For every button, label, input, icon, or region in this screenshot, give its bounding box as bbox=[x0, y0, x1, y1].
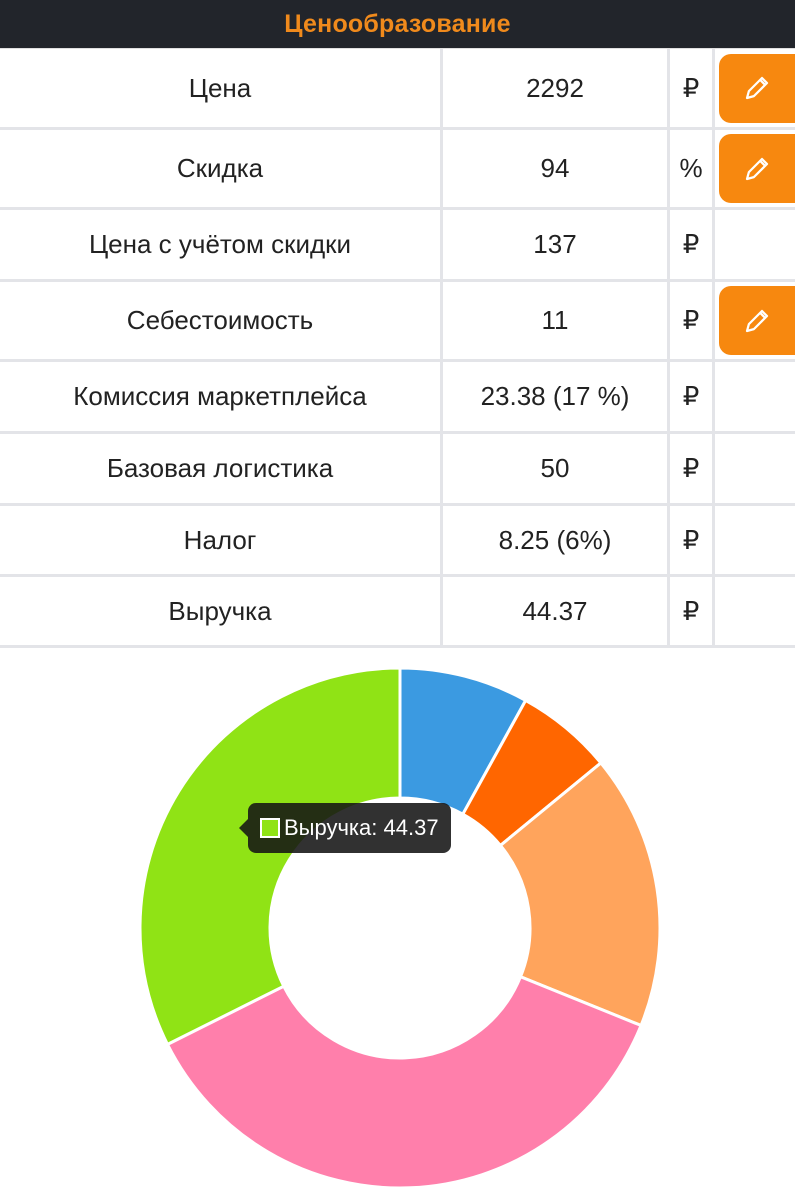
row-unit: ₽ bbox=[670, 362, 715, 431]
pencil-icon bbox=[745, 76, 769, 100]
row-unit: ₽ bbox=[670, 210, 715, 279]
edit-cell bbox=[715, 362, 795, 431]
edit-cell bbox=[715, 49, 795, 127]
edit-cell bbox=[715, 506, 795, 574]
row-value: 50 bbox=[443, 434, 670, 503]
tooltip-text: Выручка: 44.37 bbox=[284, 815, 439, 840]
page-header: Ценообразование bbox=[0, 0, 795, 48]
row-label: Базовая логистика bbox=[0, 434, 443, 503]
table-row: Скидка 94 % bbox=[0, 130, 795, 210]
pricing-table: Цена 2292 ₽ Скидка 94 % Цена с учётом ск… bbox=[0, 48, 795, 648]
row-label: Цена с учётом скидки bbox=[0, 210, 443, 279]
table-row: Цена с учётом скидки 137 ₽ bbox=[0, 210, 795, 282]
row-unit: ₽ bbox=[670, 577, 715, 645]
donut-slice[interactable] bbox=[138, 666, 402, 1047]
table-row: Базовая логистика 50 ₽ bbox=[0, 434, 795, 506]
edit-discount-button[interactable] bbox=[719, 134, 795, 203]
row-value: 23.38 (17 %) bbox=[443, 362, 670, 431]
chart-tooltip: Выручка: 44.37 bbox=[239, 803, 451, 853]
row-value: 44.37 bbox=[443, 577, 670, 645]
table-row: Себестоимость 11 ₽ bbox=[0, 282, 795, 362]
edit-cell bbox=[715, 577, 795, 645]
edit-cell bbox=[715, 282, 795, 359]
pencil-icon bbox=[745, 157, 769, 180]
donut-chart-svg bbox=[138, 666, 662, 1190]
edit-cell bbox=[715, 130, 795, 207]
row-value: 94 bbox=[443, 130, 670, 207]
row-value: 137 bbox=[443, 210, 670, 279]
row-label: Выручка bbox=[0, 577, 443, 645]
edit-cell bbox=[715, 210, 795, 279]
edit-price-button[interactable] bbox=[719, 53, 795, 123]
row-unit: ₽ bbox=[670, 282, 715, 359]
row-label: Себестоимость bbox=[0, 282, 443, 359]
edit-cost-button[interactable] bbox=[719, 286, 795, 355]
row-label: Налог bbox=[0, 506, 443, 574]
donut-chart bbox=[0, 648, 795, 1198]
row-value: 11 bbox=[443, 282, 670, 359]
row-label: Скидка bbox=[0, 130, 443, 207]
row-label: Комиссия маркетплейса bbox=[0, 362, 443, 431]
row-unit: ₽ bbox=[670, 434, 715, 503]
table-row: Цена 2292 ₽ bbox=[0, 49, 795, 130]
row-value: 2292 bbox=[443, 49, 670, 127]
edit-cell bbox=[715, 434, 795, 503]
row-unit: % bbox=[670, 130, 715, 207]
row-label: Цена bbox=[0, 49, 443, 127]
tooltip-swatch bbox=[260, 818, 280, 838]
donut-slice[interactable] bbox=[165, 974, 643, 1190]
table-row: Налог 8.25 (6%) ₽ bbox=[0, 506, 795, 577]
page-title: Ценообразование bbox=[284, 9, 511, 38]
pencil-icon bbox=[745, 309, 769, 332]
table-row: Выручка 44.37 ₽ bbox=[0, 577, 795, 648]
donut-slice[interactable] bbox=[498, 760, 662, 1028]
row-value: 8.25 (6%) bbox=[443, 506, 670, 574]
row-unit: ₽ bbox=[670, 506, 715, 574]
row-unit: ₽ bbox=[670, 49, 715, 127]
table-row: Комиссия маркетплейса 23.38 (17 %) ₽ bbox=[0, 362, 795, 434]
